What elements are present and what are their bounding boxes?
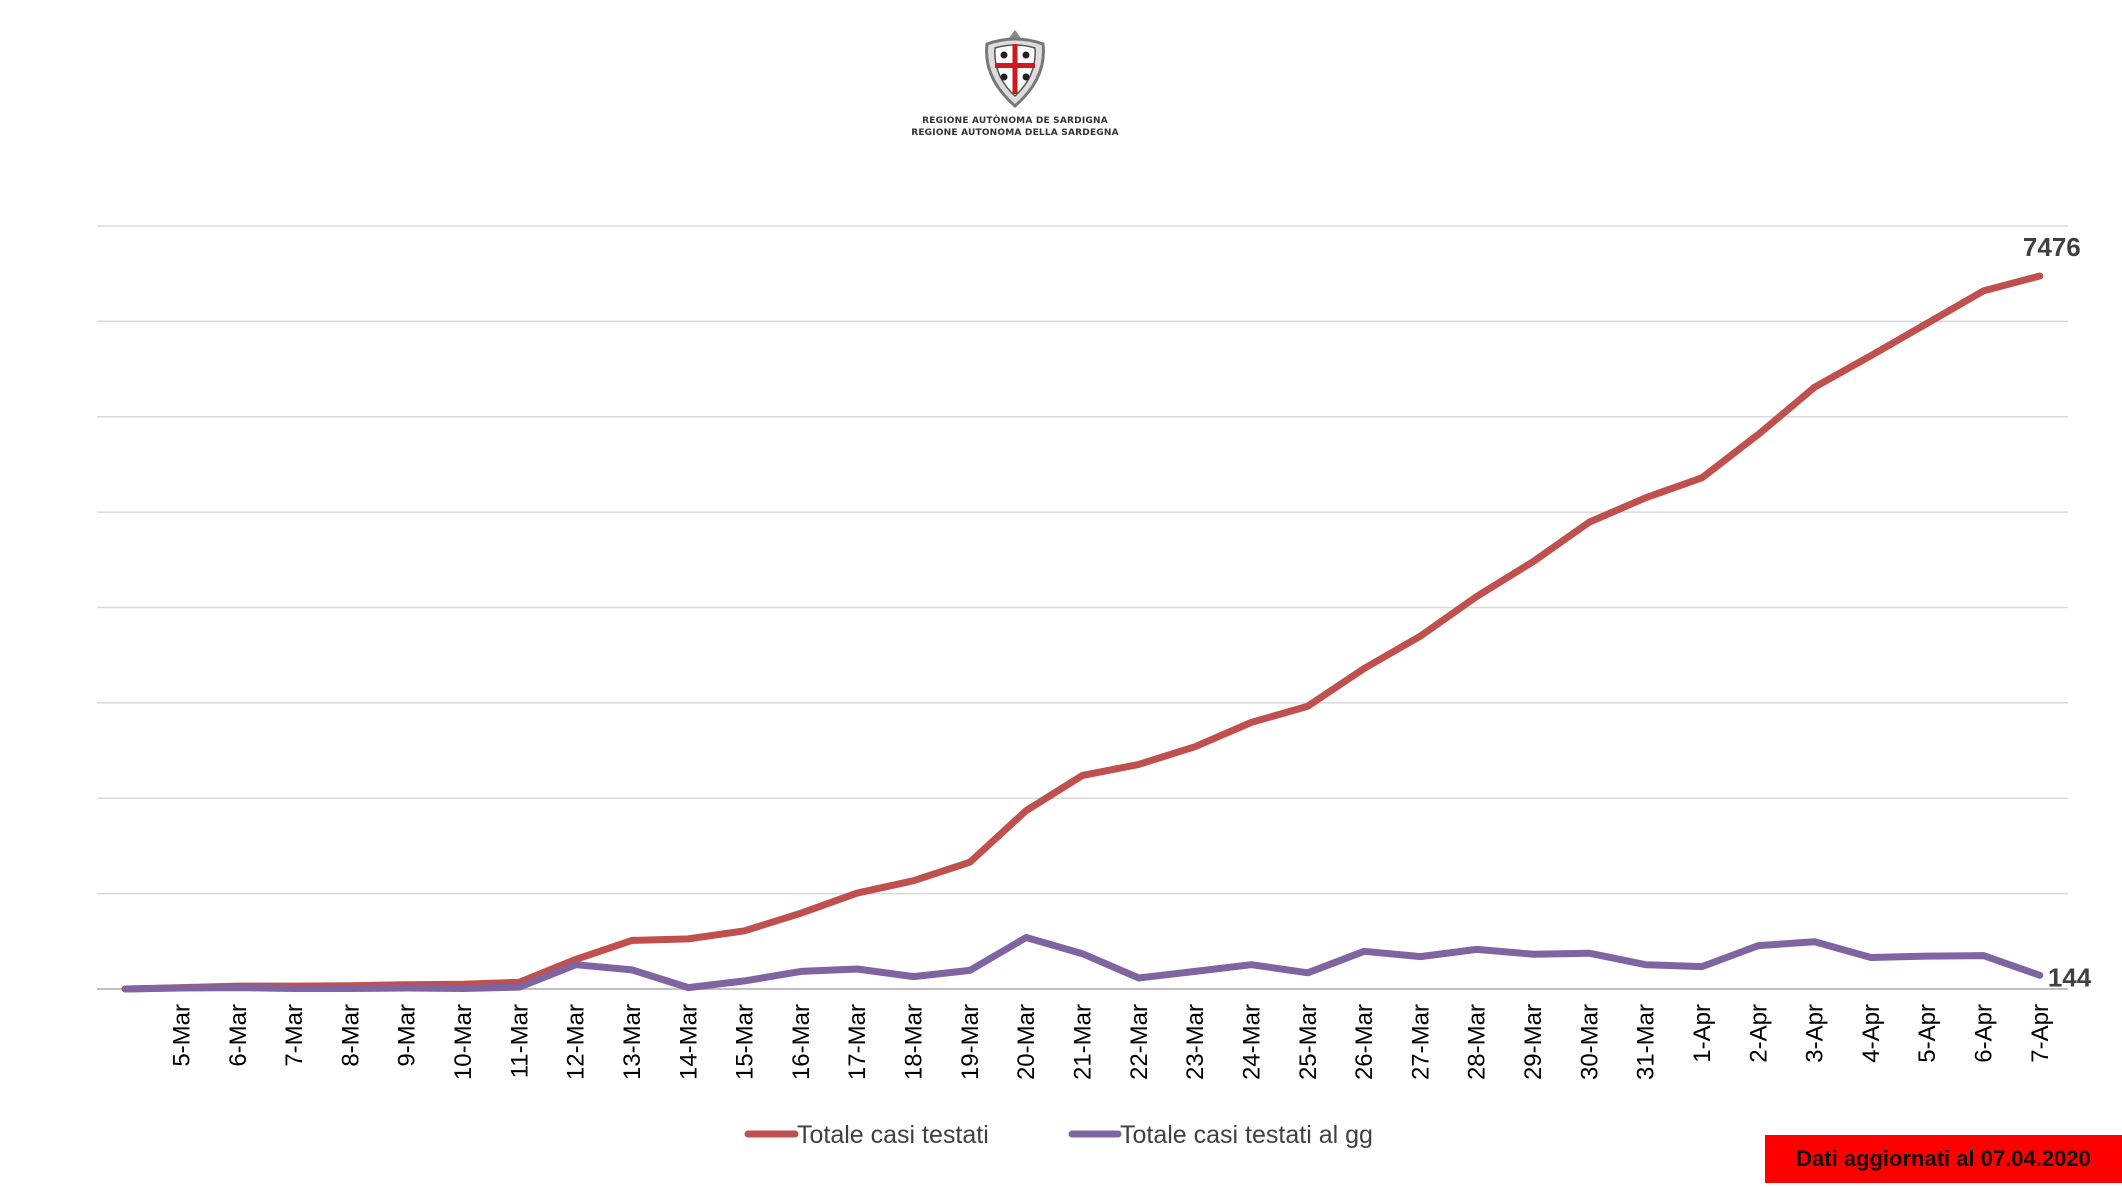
x-tick-label: 21-Mar bbox=[1070, 1004, 1097, 1080]
x-tick-label: 15-Mar bbox=[732, 1004, 759, 1080]
series-lines bbox=[121, 272, 2044, 993]
series-line-total bbox=[121, 272, 2044, 993]
logo-text-line1: REGIONE AUTÒNOMA DE SARDIGNA bbox=[922, 116, 1108, 126]
logo-text-line2: REGIONE AUTONOMA DELLA SARDEGNA bbox=[911, 128, 1119, 138]
x-tick-label: 30-Mar bbox=[1576, 1004, 1603, 1080]
update-date-badge: Dati aggiornati al 07.04.2020 bbox=[1765, 1135, 2122, 1183]
end-label-total: 7476 bbox=[2023, 232, 2081, 262]
legend-label-total: Totale casi testati bbox=[797, 1121, 989, 1149]
x-tick-label: 19-Mar bbox=[957, 1004, 984, 1080]
x-tick-label: 13-Mar bbox=[619, 1004, 646, 1080]
x-tick-label: 18-Mar bbox=[901, 1004, 928, 1080]
x-tick-label: 7-Apr bbox=[2027, 1004, 2054, 1063]
x-tick-label: 5-Mar bbox=[168, 1004, 195, 1067]
x-tick-label: 16-Mar bbox=[788, 1004, 815, 1080]
x-tick-label: 22-Mar bbox=[1126, 1004, 1153, 1080]
x-tick-label: 29-Mar bbox=[1520, 1004, 1547, 1080]
end-label-daily: 144 bbox=[2048, 962, 2092, 992]
x-tick-label: 20-Mar bbox=[1013, 1004, 1040, 1080]
x-tick-label: 3-Apr bbox=[1802, 1004, 1829, 1063]
x-tick-label: 4-Apr bbox=[1858, 1004, 1885, 1063]
x-tick-label: 31-Mar bbox=[1633, 1004, 1660, 1080]
region-logo: REGIONE AUTÒNOMA DE SARDIGNA REGIONE AUT… bbox=[910, 28, 1120, 139]
x-tick-label: 11-Mar bbox=[506, 1004, 533, 1078]
sardinia-coat-of-arms-icon bbox=[985, 30, 1045, 108]
x-tick-label: 23-Mar bbox=[1182, 1004, 1209, 1080]
x-tick-label: 7-Mar bbox=[281, 1004, 308, 1067]
x-tick-label: 28-Mar bbox=[1464, 1004, 1491, 1080]
x-tick-label: 1-Apr bbox=[1689, 1004, 1716, 1063]
x-tick-label: 8-Mar bbox=[337, 1004, 364, 1067]
x-tick-label: 26-Mar bbox=[1351, 1004, 1378, 1080]
x-tick-label: 6-Mar bbox=[225, 1004, 252, 1067]
x-tick-label: 6-Apr bbox=[1971, 1004, 1998, 1063]
gridlines bbox=[97, 225, 2068, 990]
x-tick-label: 9-Mar bbox=[394, 1004, 421, 1067]
x-tick-label: 12-Mar bbox=[563, 1004, 590, 1080]
x-tick-label: 2-Apr bbox=[1745, 1004, 1772, 1063]
x-tick-label: 5-Apr bbox=[1914, 1004, 1941, 1063]
x-tick-label: 27-Mar bbox=[1407, 1004, 1434, 1080]
x-axis-tick-labels: 5-Mar 6-Mar 7-Mar 8-Mar 9-Mar 10-Mar 11-Mar 12-… bbox=[168, 1004, 2053, 1080]
x-tick-label: 14-Mar bbox=[675, 1004, 702, 1080]
legend-label-daily: Totale casi testati al gg bbox=[1120, 1121, 1373, 1149]
x-tick-label: 25-Mar bbox=[1295, 1004, 1322, 1080]
legend: Totale casi testati Totale casi testati … bbox=[744, 1121, 1373, 1149]
x-tick-label: 24-Mar bbox=[1238, 1004, 1265, 1080]
x-tick-label: 17-Mar bbox=[844, 1004, 871, 1080]
x-tick-label: 10-Mar bbox=[450, 1004, 477, 1080]
